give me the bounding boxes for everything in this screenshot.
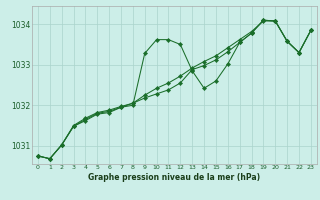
X-axis label: Graphe pression niveau de la mer (hPa): Graphe pression niveau de la mer (hPa): [88, 173, 260, 182]
